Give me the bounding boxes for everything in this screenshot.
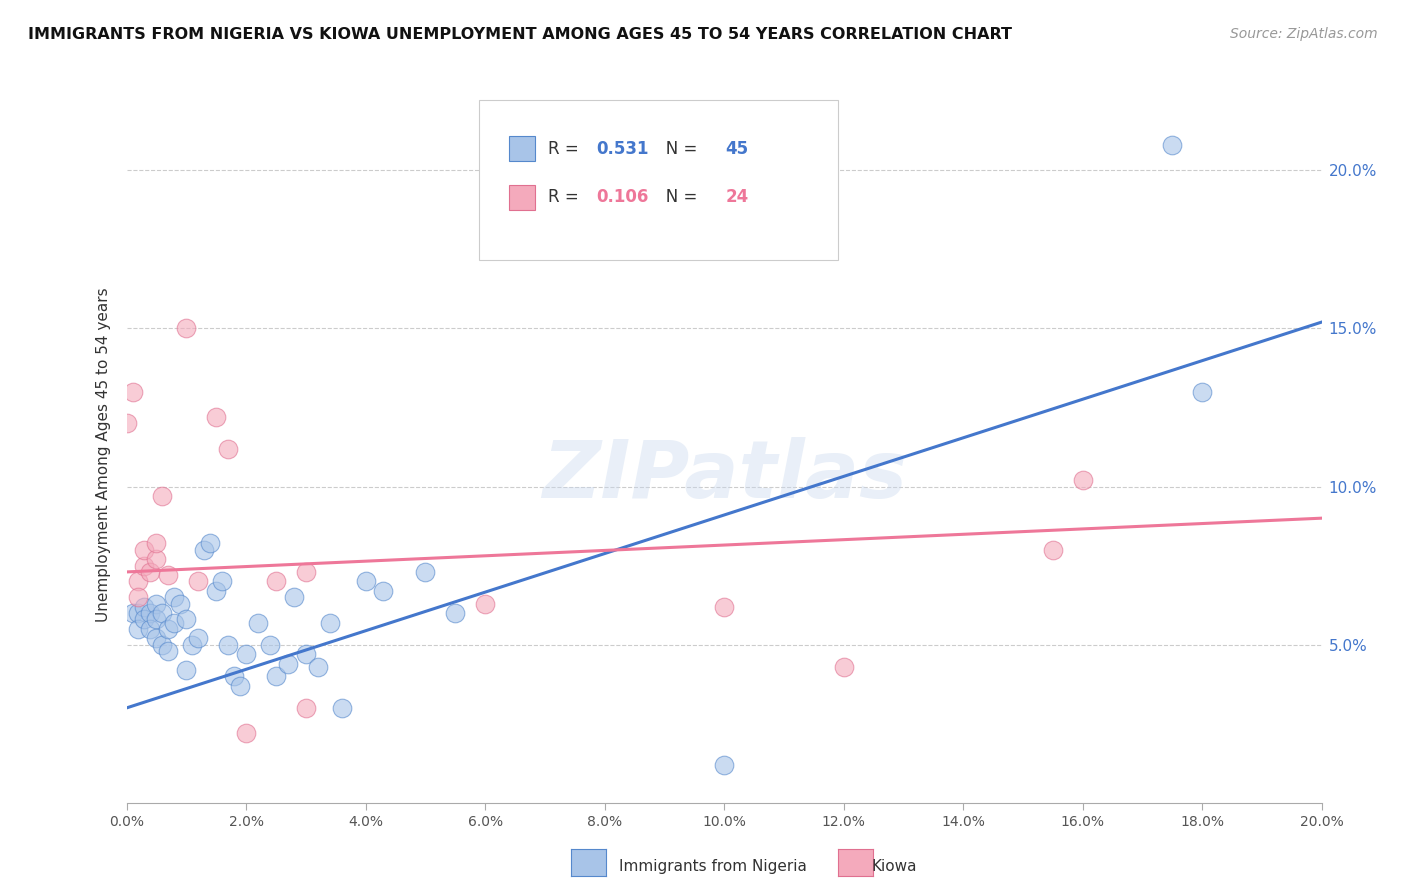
Point (330, 701, 353, 715)
Point (713, 599, 735, 614)
Point (247, 615, 270, 630)
Point (1042, 542, 1064, 557)
Point (145, 552, 167, 566)
Point (121, 606, 143, 620)
Text: Kiowa: Kiowa (872, 859, 917, 874)
Point (283, 591, 305, 605)
FancyBboxPatch shape (509, 185, 536, 210)
Text: 45: 45 (725, 140, 748, 158)
Point (229, 679, 252, 693)
Point (127, 606, 149, 620)
Point (193, 542, 215, 557)
Text: 24: 24 (725, 188, 748, 206)
Point (217, 638, 239, 652)
Point (211, 574, 233, 589)
Point (294, 565, 316, 579)
Text: N =: N = (650, 188, 703, 206)
Point (354, 574, 377, 589)
Point (294, 647, 316, 661)
Point (127, 574, 149, 589)
Point (217, 442, 239, 456)
Point (134, 542, 156, 557)
Point (259, 638, 281, 652)
Point (174, 612, 197, 626)
Point (1071, 473, 1094, 487)
Text: 0.106: 0.106 (596, 188, 648, 206)
Text: R =: R = (548, 188, 585, 206)
Point (145, 632, 167, 646)
Point (145, 612, 167, 626)
Point (264, 669, 287, 683)
Point (152, 606, 174, 620)
Point (134, 612, 156, 626)
Point (205, 583, 228, 598)
Point (115, 417, 138, 431)
Point (169, 597, 191, 611)
Point (174, 663, 197, 677)
Point (121, 384, 143, 399)
Point (713, 757, 735, 772)
Point (415, 565, 437, 579)
Point (1191, 384, 1213, 399)
Text: Source: ZipAtlas.com: Source: ZipAtlas.com (1230, 27, 1378, 41)
Point (187, 632, 209, 646)
Point (139, 565, 162, 579)
Text: Immigrants from Nigeria: Immigrants from Nigeria (619, 859, 807, 874)
Y-axis label: Unemployment Among Ages 45 to 54 years: Unemployment Among Ages 45 to 54 years (96, 287, 111, 623)
Text: IMMIGRANTS FROM NIGERIA VS KIOWA UNEMPLOYMENT AMONG AGES 45 TO 54 YEARS CORRELAT: IMMIGRANTS FROM NIGERIA VS KIOWA UNEMPLO… (28, 27, 1012, 42)
Point (134, 599, 156, 614)
Point (277, 657, 299, 671)
Point (474, 597, 496, 611)
Point (145, 597, 167, 611)
Point (200, 536, 222, 550)
Point (163, 591, 186, 605)
Point (1161, 138, 1184, 153)
Text: N =: N = (650, 140, 703, 158)
Point (832, 660, 855, 674)
Point (157, 568, 180, 582)
Point (152, 489, 174, 503)
Point (187, 574, 209, 589)
Point (294, 701, 316, 715)
Point (181, 638, 204, 652)
Text: R =: R = (548, 140, 585, 158)
Point (307, 660, 329, 674)
Point (157, 622, 180, 636)
Point (134, 558, 156, 573)
Point (163, 615, 186, 630)
Point (235, 647, 257, 661)
Point (222, 669, 246, 683)
Point (152, 638, 174, 652)
Point (127, 591, 149, 605)
FancyBboxPatch shape (479, 100, 838, 260)
Point (444, 606, 467, 620)
Point (157, 644, 180, 658)
Point (235, 726, 257, 740)
Point (145, 536, 167, 550)
Point (127, 622, 149, 636)
Point (139, 606, 162, 620)
Text: 0.531: 0.531 (596, 140, 648, 158)
Point (205, 409, 228, 424)
Point (139, 622, 162, 636)
Point (264, 574, 287, 589)
Point (373, 583, 395, 598)
FancyBboxPatch shape (509, 136, 536, 161)
Point (174, 321, 197, 335)
Point (318, 615, 342, 630)
Text: ZIPatlas: ZIPatlas (541, 437, 907, 515)
